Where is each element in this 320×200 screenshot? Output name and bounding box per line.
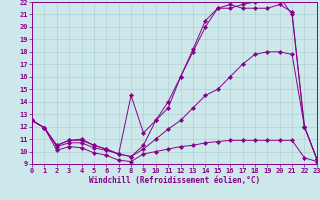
X-axis label: Windchill (Refroidissement éolien,°C): Windchill (Refroidissement éolien,°C)	[89, 176, 260, 185]
